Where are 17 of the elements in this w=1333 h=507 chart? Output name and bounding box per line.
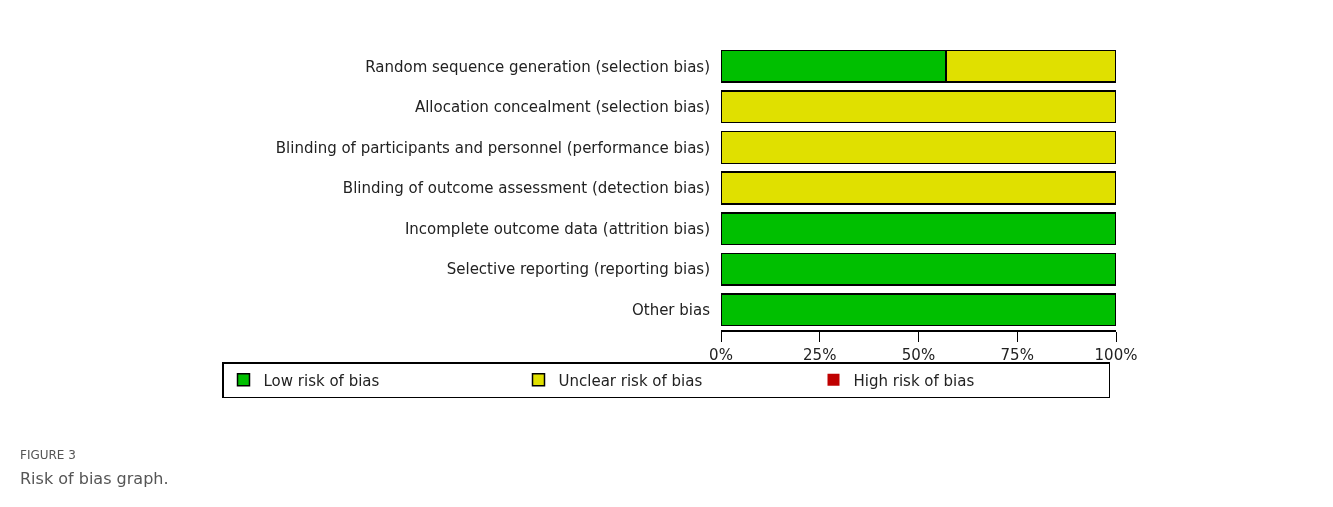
- y-tick-label: Random sequence generation (selection bias): [365, 57, 710, 76]
- legend-label: Unclear risk of bias: [558, 371, 703, 390]
- text: Risk of bias graph.: [20, 469, 169, 488]
- caption: FIGURE 3: [20, 448, 76, 462]
- y-tick-label: Selective reporting (reporting bias): [446, 260, 710, 279]
- y-tick-label: Other bias: [631, 300, 711, 319]
- y-tick-label: Blinding of participants and personnel (performance bias): [275, 138, 710, 157]
- legend-label: Low risk of bias: [263, 371, 380, 390]
- legend-label: High risk of bias: [853, 371, 975, 390]
- x-tick-label: 100%: [1094, 346, 1138, 364]
- y-tick-label: Incomplete outcome data (attrition bias): [404, 219, 710, 238]
- x-tick-label: 0%: [709, 346, 733, 364]
- x-tick-label: 50%: [901, 346, 936, 364]
- x-tick-label: 25%: [803, 346, 837, 364]
- y-tick-label: Allocation concealment (selection bias): [414, 98, 710, 117]
- y-tick-label: Blinding of outcome assessment (detection bias): [342, 179, 710, 198]
- x-tick-label: 75%: [1000, 346, 1034, 364]
